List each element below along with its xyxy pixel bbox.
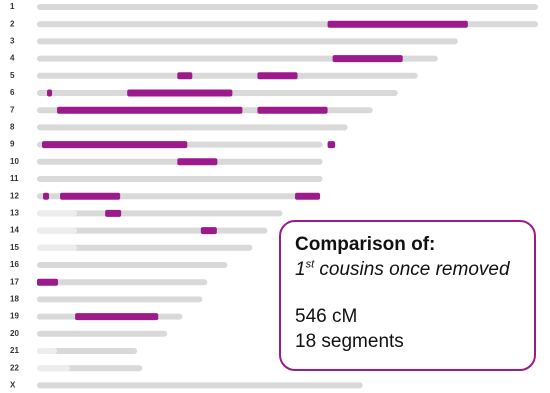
shared-segment [332, 55, 403, 63]
shared-segment [75, 313, 159, 321]
shared-segment [200, 227, 217, 235]
chromosome-label: 15 [10, 243, 19, 252]
chromosome-label: 20 [10, 329, 19, 338]
chromosome-bar [37, 382, 363, 389]
chromosome-bar [37, 38, 458, 45]
chromosome-bar [37, 296, 203, 303]
chromosome-label: 21 [10, 346, 19, 355]
chromosome-label: 13 [10, 209, 19, 218]
chromosome-label: X [10, 381, 16, 390]
shared-segment [177, 158, 218, 166]
chromosome-label: 3 [10, 37, 15, 46]
chromosome-label: 8 [10, 123, 15, 132]
chromosome-label: 12 [10, 191, 19, 200]
chromosome-label: 17 [10, 277, 19, 286]
chromosome-label: 1 [10, 2, 15, 11]
total-cm: 546 cM [295, 306, 358, 327]
chromosome-bar [37, 72, 418, 79]
unmapped-region [37, 227, 78, 234]
shared-segment [295, 192, 321, 200]
relationship: 1st cousins once removed [295, 257, 520, 282]
shared-segment [47, 89, 53, 97]
chromosome-label: 22 [10, 363, 19, 372]
shared-segment [42, 141, 188, 149]
shared-segment [43, 192, 50, 200]
segment-count: 18 segments [295, 331, 404, 352]
shared-segment [127, 89, 233, 97]
chromosome-label: 14 [10, 226, 19, 235]
chromosome-bar [37, 244, 253, 251]
chromosome-label: 6 [10, 88, 15, 97]
chromosome-label: 9 [10, 140, 15, 149]
summary-box: Comparison of: 1st cousins once removed … [279, 220, 536, 371]
box-title: Comparison of: [295, 234, 436, 255]
chromosome-label: 10 [10, 157, 19, 166]
shared-segment [177, 72, 193, 80]
chromosome-bar [37, 176, 323, 182]
unmapped-region [37, 365, 71, 372]
shared-segment [257, 106, 328, 114]
chromosome-label: 11 [10, 174, 19, 183]
shared-segment [257, 72, 298, 80]
chromosome-label: 19 [10, 312, 19, 321]
chromosome-label: 18 [10, 295, 19, 304]
chromosome-bar [37, 279, 208, 286]
shared-segment [37, 278, 59, 286]
chromosome-label: 4 [10, 54, 15, 63]
shared-segment [105, 209, 122, 217]
unmapped-region [37, 210, 78, 217]
ordinal-suffix: st [305, 258, 315, 271]
unmapped-region [37, 348, 58, 354]
chromosome-bar [37, 210, 283, 217]
relationship-text: cousins once removed [319, 259, 510, 280]
ordinal: 1 [295, 259, 306, 280]
chromosome-bar [37, 262, 228, 268]
chromosome-bar [37, 330, 168, 337]
chromosome-bar [37, 4, 538, 10]
chromosome-label: 16 [10, 260, 19, 269]
chromosome-label: 7 [10, 105, 15, 114]
chromosome-label: 2 [10, 19, 15, 28]
shared-segment [327, 20, 468, 28]
shared-segment [60, 192, 121, 200]
chromosome-label: 5 [10, 71, 15, 80]
unmapped-region [37, 244, 78, 251]
chromosome-bar [37, 124, 348, 131]
shared-segment [327, 141, 336, 149]
shared-segment [57, 106, 243, 114]
chromosome-bar [37, 348, 138, 354]
